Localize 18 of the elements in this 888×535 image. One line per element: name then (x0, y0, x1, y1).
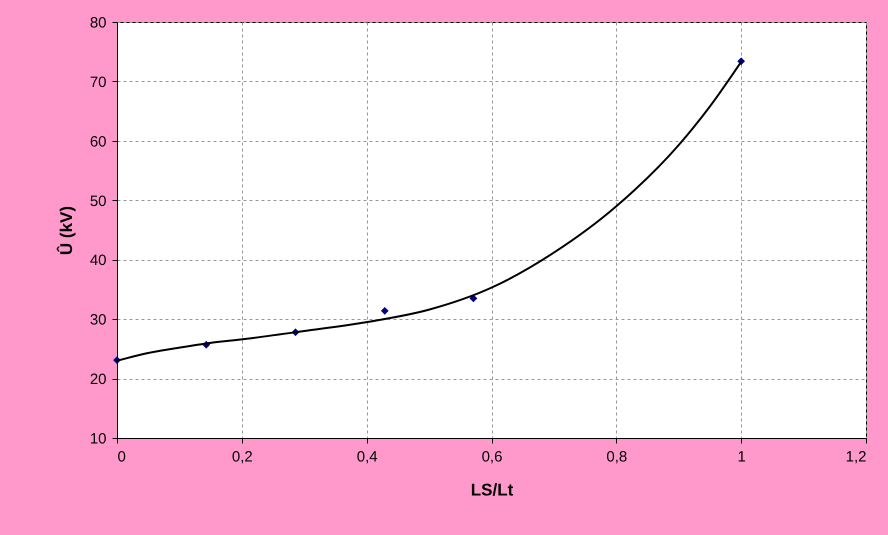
x-tick-label: 1 (737, 448, 746, 466)
y-tick-label: 70 (90, 74, 106, 91)
point (380, 306, 389, 315)
y-tick-label: 10 (90, 430, 106, 448)
x-tick-label: 1,2 (846, 448, 866, 466)
x-tick-label: 0 (118, 448, 126, 466)
x-tick-label: 0,8 (606, 448, 628, 466)
y-tick-label: 20 (90, 371, 106, 388)
y-tick-label: 30 (90, 312, 106, 329)
x-tick-label: 0,4 (356, 448, 378, 466)
x-tick-label: 0,6 (482, 448, 502, 466)
x-tick-label: 0,2 (232, 448, 253, 466)
y-tick-label: 40 (90, 252, 106, 270)
y-tick-label: 80 (90, 14, 106, 32)
y-tick-label: 60 (90, 133, 106, 150)
y-tick-label: 50 (90, 192, 106, 210)
y-axis-title: Û (kV) (56, 206, 76, 256)
x-axis-title: LS/Lt (470, 480, 514, 500)
